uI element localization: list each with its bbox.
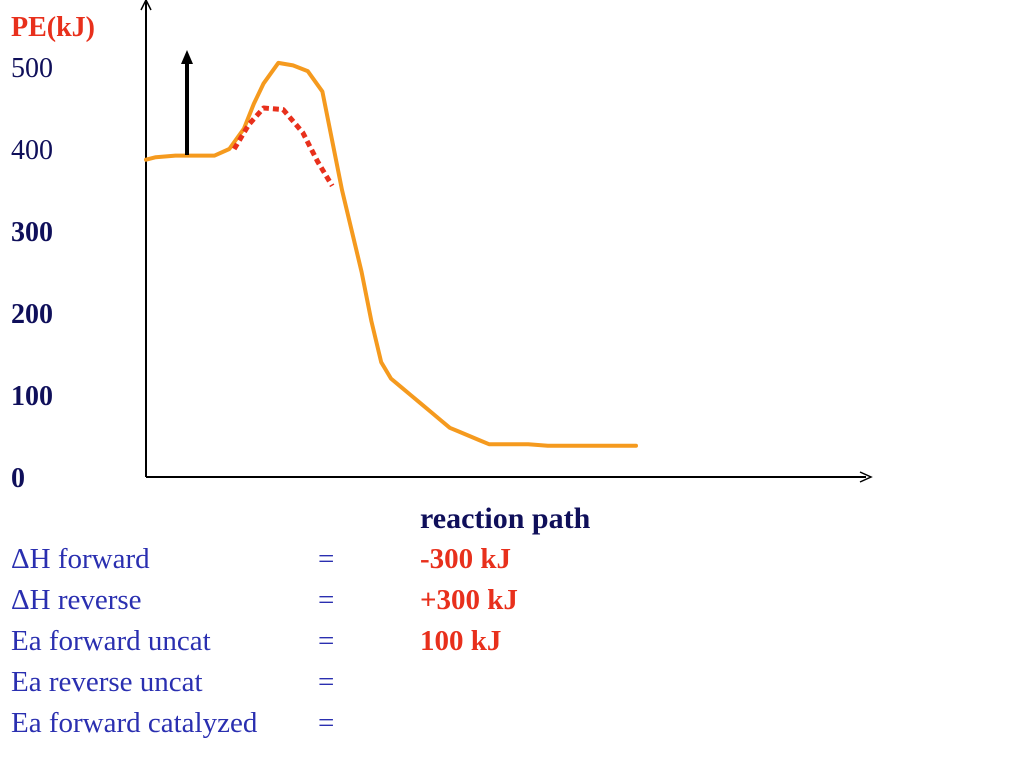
y-axis-title: PE(kJ) <box>11 12 95 43</box>
equation-value: 100 kJ <box>420 625 502 657</box>
equals-sign: = <box>318 584 335 616</box>
equation-label: Ea reverse uncat <box>11 666 203 698</box>
y-tick-label: 0 <box>11 463 25 494</box>
x-axis-arrowhead <box>859 471 873 483</box>
y-axis-arrowhead <box>140 0 152 11</box>
uncatalyzed-path-line <box>144 60 638 448</box>
y-tick-label: 100 <box>11 381 53 412</box>
equation-value: -300 kJ <box>420 543 512 575</box>
x-axis-title: reaction path <box>420 502 591 535</box>
equals-sign: = <box>318 625 335 657</box>
equation-value: +300 kJ <box>420 584 518 616</box>
equation-label: Ea forward uncat <box>11 625 211 657</box>
y-tick-label: 400 <box>11 135 53 166</box>
equals-sign: = <box>318 666 335 698</box>
equation-label: ΔH reverse <box>11 584 142 616</box>
y-tick-label: 500 <box>11 53 53 84</box>
equation-label: ΔH forward <box>11 543 150 575</box>
equals-sign: = <box>318 707 335 739</box>
energy-arrow-head <box>181 50 193 64</box>
y-tick-label: 300 <box>11 217 53 248</box>
equals-sign: = <box>318 543 335 575</box>
y-tick-label: 200 <box>11 299 53 330</box>
catalyzed-path-line <box>232 105 335 188</box>
equation-label: Ea forward catalyzed <box>11 707 258 739</box>
